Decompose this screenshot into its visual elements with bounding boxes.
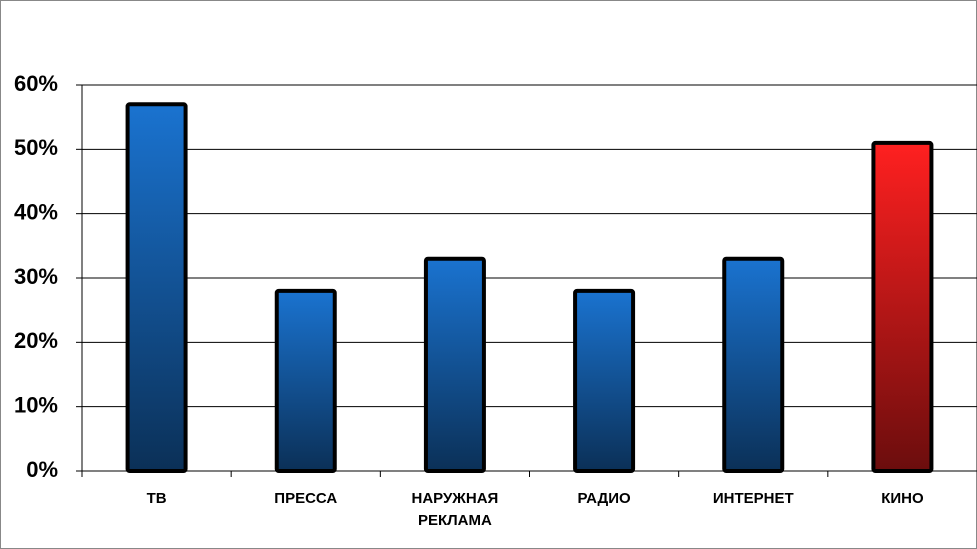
bar: [573, 288, 636, 473]
y-tick-label: 20%: [14, 328, 58, 353]
bar: [125, 102, 188, 474]
x-tick-label: ПРЕССА: [274, 490, 338, 507]
y-tick-label: 30%: [14, 264, 58, 289]
x-tick-label: НАРУЖНАЯ РЕКЛАМА: [411, 490, 499, 529]
y-tick-label: 0%: [26, 457, 58, 482]
y-tick-label: 50%: [14, 135, 58, 160]
bar: [722, 256, 785, 474]
y-tick-label: 60%: [14, 71, 58, 96]
x-tick-label: КИНО: [881, 490, 924, 507]
x-tick-label: ИНТЕРНЕТ: [712, 490, 794, 507]
x-tick-label: ТВ: [146, 490, 167, 507]
bar: [274, 288, 337, 473]
y-tick-label: 40%: [14, 199, 58, 224]
bar: [423, 256, 486, 474]
x-tick-label: РАДИО: [577, 490, 631, 507]
y-tick-label: 10%: [14, 392, 58, 417]
bar: [871, 140, 934, 473]
